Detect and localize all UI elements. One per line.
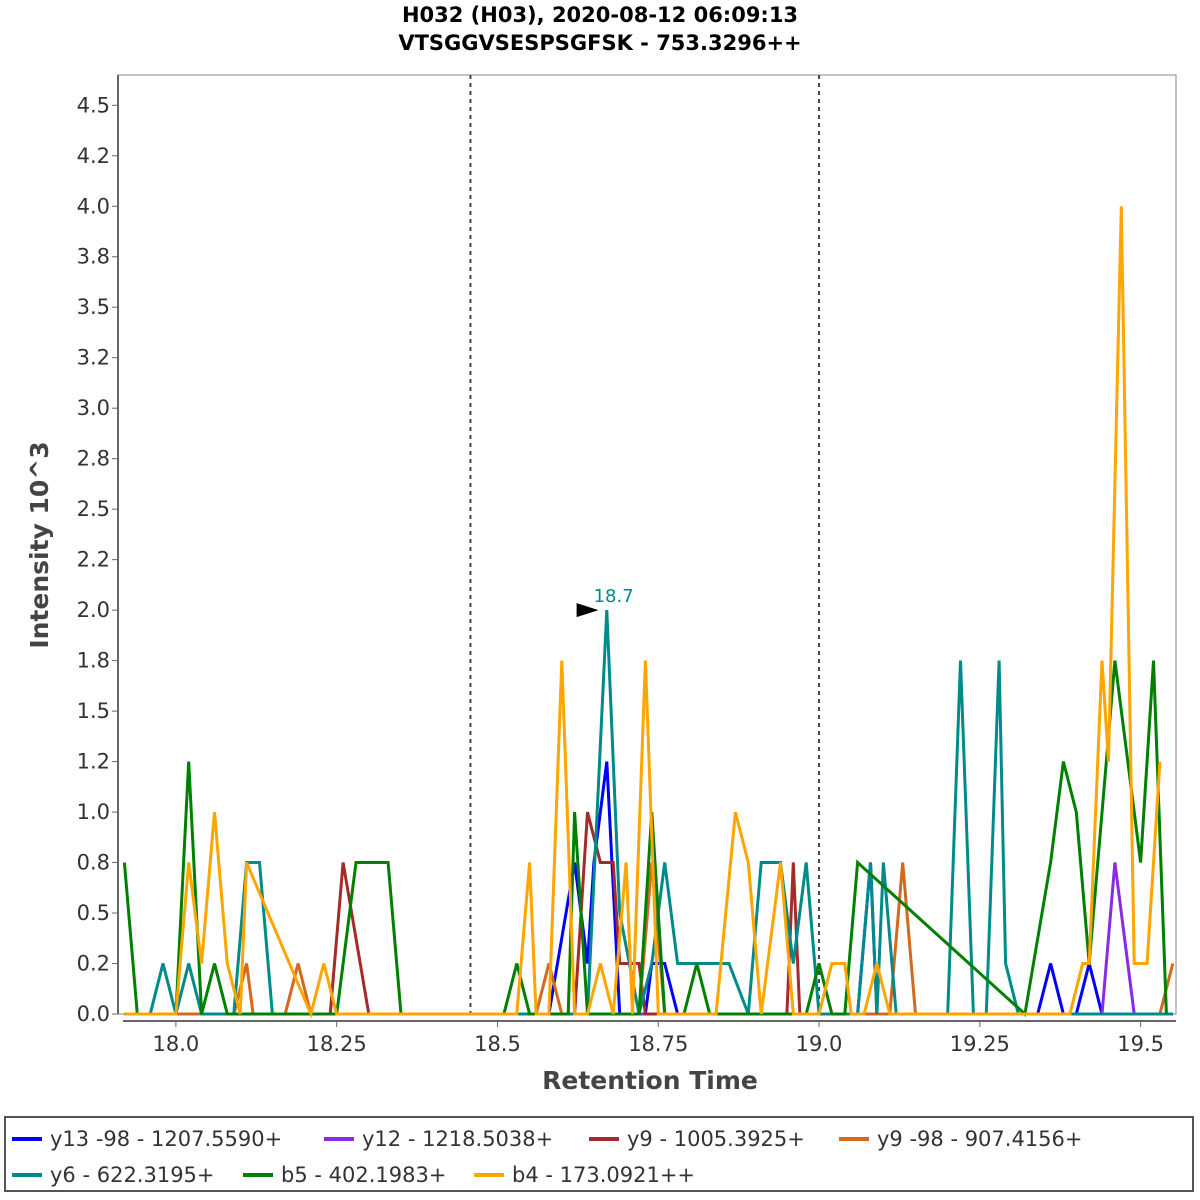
y-tick-label: 4.0 (77, 194, 110, 218)
legend-swatch (243, 1173, 273, 1177)
legend-label: y13 -98 - 1207.5590+ (50, 1127, 283, 1151)
chart-subtitle: VTSGGVSESPSGFSK - 753.3296++ (398, 31, 801, 55)
x-axis-label: Retention Time (542, 1066, 758, 1095)
legend-item: y13 -98 - 1207.5590+ (12, 1124, 282, 1154)
legend-item: b4 - 173.0921++ (474, 1160, 695, 1190)
y-tick-label: 2.2 (77, 548, 110, 572)
legend-label: y12 - 1218.5038+ (362, 1127, 554, 1151)
series-line-y6 (124, 610, 1173, 1016)
legend-swatch (589, 1137, 619, 1141)
x-tick-label: 18.5 (474, 1032, 521, 1056)
x-tick-label: 19.25 (950, 1032, 1010, 1056)
legend-item: y9 -98 - 907.4156+ (839, 1124, 1083, 1154)
y-tick-label: 2.0 (77, 598, 110, 622)
chart: H032 (H03), 2020-08-12 06:09:13 VTSGGVSE… (25, 3, 1177, 1095)
y-tick-label: 0.8 (77, 851, 110, 875)
series-line-y9 (124, 862, 1175, 1016)
y-tick-label: 3.0 (77, 396, 110, 420)
legend-item: b5 - 402.1983+ (243, 1160, 446, 1190)
x-tick-label: 18.75 (628, 1032, 688, 1056)
legend-label: b5 - 402.1983+ (281, 1163, 447, 1187)
y-tick-label: 4.2 (77, 144, 110, 168)
peak-annotation: 18.7 (594, 586, 634, 607)
plot-area (117, 74, 1177, 1015)
legend-label: y9 - 1005.3925+ (627, 1127, 805, 1151)
legend-swatch (12, 1173, 42, 1177)
legend-swatch (324, 1137, 354, 1141)
x-tick-label: 18.0 (153, 1032, 200, 1056)
y-tick-label: 2.8 (77, 447, 110, 471)
y-tick-label: 0.0 (77, 1002, 110, 1026)
legend-item: y9 - 1005.3925+ (589, 1124, 805, 1154)
legend-swatch (12, 1137, 42, 1141)
y-tick-label: 0.2 (77, 952, 110, 976)
y-tick-label: 1.8 (77, 649, 110, 673)
legend-item: y6 - 622.3195+ (12, 1160, 215, 1190)
y-tick-label: 1.0 (77, 800, 110, 824)
y-tick-label: 2.5 (77, 497, 110, 521)
x-tick-label: 18.25 (307, 1032, 367, 1056)
x-tick-label: 19.5 (1117, 1032, 1164, 1056)
y-axis-label: Intensity 10^3 (25, 441, 54, 648)
series-line-b4 (124, 206, 1162, 1019)
legend-label: b4 - 173.0921++ (512, 1163, 696, 1187)
legend-swatch (839, 1137, 869, 1141)
legend-label: y6 - 622.3195+ (50, 1163, 215, 1187)
x-tick-label: 19.0 (796, 1032, 843, 1056)
chart-title: H032 (H03), 2020-08-12 06:09:13 (402, 3, 798, 27)
peak-arrow-icon (576, 603, 599, 618)
legend-swatch (474, 1173, 504, 1177)
y-tick-label: 1.2 (77, 750, 110, 774)
legend: y13 -98 - 1207.5590+ y12 - 1218.5038+ y9 -… (4, 1116, 1194, 1192)
y-tick-label: 0.5 (77, 901, 110, 925)
legend-label: y9 -98 - 907.4156+ (877, 1127, 1083, 1151)
legend-item: y12 - 1218.5038+ (324, 1124, 553, 1154)
y-tick-label: 3.8 (77, 245, 110, 269)
y-tick-label: 1.5 (77, 699, 110, 723)
y-tick-label: 4.5 (77, 93, 110, 117)
y-tick-label: 3.2 (77, 346, 110, 370)
y-tick-label: 3.5 (77, 295, 110, 319)
